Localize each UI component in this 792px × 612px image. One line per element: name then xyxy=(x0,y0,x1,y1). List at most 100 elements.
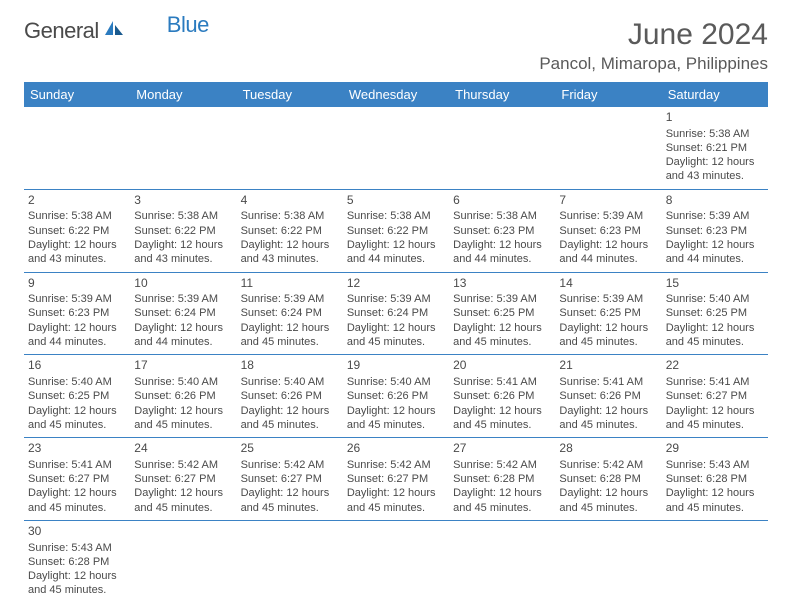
day-number: 22 xyxy=(666,358,764,374)
header: General Blue June 2024 Pancol, Mimaropa,… xyxy=(24,18,768,74)
daylight-line: Daylight: 12 hours and 44 minutes. xyxy=(28,321,126,350)
sunrise-line: Sunrise: 5:40 AM xyxy=(134,375,232,389)
day-number: 5 xyxy=(347,193,445,209)
daylight-line: Daylight: 12 hours and 45 minutes. xyxy=(134,486,232,515)
calendar-day: 1Sunrise: 5:38 AMSunset: 6:21 PMDaylight… xyxy=(662,107,768,189)
calendar-day: 10Sunrise: 5:39 AMSunset: 6:24 PMDayligh… xyxy=(130,272,236,355)
sunset-line: Sunset: 6:27 PM xyxy=(347,472,445,486)
sunrise-line: Sunrise: 5:38 AM xyxy=(347,209,445,223)
calendar-day: 19Sunrise: 5:40 AMSunset: 6:26 PMDayligh… xyxy=(343,355,449,438)
calendar-empty xyxy=(237,520,343,602)
sunset-line: Sunset: 6:27 PM xyxy=(241,472,339,486)
daylight-line: Daylight: 12 hours and 44 minutes. xyxy=(347,238,445,267)
sunset-line: Sunset: 6:27 PM xyxy=(134,472,232,486)
calendar-day: 12Sunrise: 5:39 AMSunset: 6:24 PMDayligh… xyxy=(343,272,449,355)
sunset-line: Sunset: 6:24 PM xyxy=(134,306,232,320)
calendar-day: 13Sunrise: 5:39 AMSunset: 6:25 PMDayligh… xyxy=(449,272,555,355)
day-number: 11 xyxy=(241,276,339,292)
calendar-empty xyxy=(130,107,236,189)
day-number: 23 xyxy=(28,441,126,457)
daylight-line: Daylight: 12 hours and 44 minutes. xyxy=(134,321,232,350)
calendar-day: 29Sunrise: 5:43 AMSunset: 6:28 PMDayligh… xyxy=(662,438,768,521)
calendar-day: 17Sunrise: 5:40 AMSunset: 6:26 PMDayligh… xyxy=(130,355,236,438)
day-number: 26 xyxy=(347,441,445,457)
daylight-line: Daylight: 12 hours and 45 minutes. xyxy=(241,321,339,350)
sunset-line: Sunset: 6:26 PM xyxy=(559,389,657,403)
day-number: 7 xyxy=(559,193,657,209)
sunrise-line: Sunrise: 5:42 AM xyxy=(134,458,232,472)
daylight-line: Daylight: 12 hours and 45 minutes. xyxy=(241,486,339,515)
sunrise-line: Sunrise: 5:42 AM xyxy=(347,458,445,472)
sunset-line: Sunset: 6:28 PM xyxy=(559,472,657,486)
daylight-line: Daylight: 12 hours and 45 minutes. xyxy=(347,404,445,433)
sunset-line: Sunset: 6:22 PM xyxy=(241,224,339,238)
daylight-line: Daylight: 12 hours and 45 minutes. xyxy=(28,486,126,515)
sunset-line: Sunset: 6:23 PM xyxy=(559,224,657,238)
calendar-table: SundayMondayTuesdayWednesdayThursdayFrid… xyxy=(24,82,768,603)
weekday-header: Thursday xyxy=(449,82,555,107)
calendar-week: 9Sunrise: 5:39 AMSunset: 6:23 PMDaylight… xyxy=(24,272,768,355)
sunrise-line: Sunrise: 5:42 AM xyxy=(453,458,551,472)
calendar-day: 4Sunrise: 5:38 AMSunset: 6:22 PMDaylight… xyxy=(237,189,343,272)
calendar-week: 23Sunrise: 5:41 AMSunset: 6:27 PMDayligh… xyxy=(24,438,768,521)
calendar-day: 24Sunrise: 5:42 AMSunset: 6:27 PMDayligh… xyxy=(130,438,236,521)
daylight-line: Daylight: 12 hours and 45 minutes. xyxy=(666,486,764,515)
calendar-day: 21Sunrise: 5:41 AMSunset: 6:26 PMDayligh… xyxy=(555,355,661,438)
daylight-line: Daylight: 12 hours and 45 minutes. xyxy=(134,404,232,433)
daylight-line: Daylight: 12 hours and 45 minutes. xyxy=(28,569,126,598)
sunset-line: Sunset: 6:22 PM xyxy=(134,224,232,238)
calendar-day: 23Sunrise: 5:41 AMSunset: 6:27 PMDayligh… xyxy=(24,438,130,521)
sunrise-line: Sunrise: 5:39 AM xyxy=(134,292,232,306)
month-title: June 2024 xyxy=(539,18,768,52)
calendar-empty xyxy=(343,107,449,189)
sunrise-line: Sunrise: 5:39 AM xyxy=(28,292,126,306)
daylight-line: Daylight: 12 hours and 43 minutes. xyxy=(28,238,126,267)
calendar-day: 16Sunrise: 5:40 AMSunset: 6:25 PMDayligh… xyxy=(24,355,130,438)
calendar-day: 15Sunrise: 5:40 AMSunset: 6:25 PMDayligh… xyxy=(662,272,768,355)
sunrise-line: Sunrise: 5:38 AM xyxy=(666,127,764,141)
day-number: 18 xyxy=(241,358,339,374)
weekday-header: Saturday xyxy=(662,82,768,107)
daylight-line: Daylight: 12 hours and 45 minutes. xyxy=(666,321,764,350)
calendar-day: 14Sunrise: 5:39 AMSunset: 6:25 PMDayligh… xyxy=(555,272,661,355)
daylight-line: Daylight: 12 hours and 43 minutes. xyxy=(666,155,764,184)
day-number: 29 xyxy=(666,441,764,457)
daylight-line: Daylight: 12 hours and 45 minutes. xyxy=(666,404,764,433)
sunset-line: Sunset: 6:24 PM xyxy=(347,306,445,320)
calendar-day: 25Sunrise: 5:42 AMSunset: 6:27 PMDayligh… xyxy=(237,438,343,521)
calendar-day: 5Sunrise: 5:38 AMSunset: 6:22 PMDaylight… xyxy=(343,189,449,272)
sunrise-line: Sunrise: 5:40 AM xyxy=(666,292,764,306)
calendar-week: 2Sunrise: 5:38 AMSunset: 6:22 PMDaylight… xyxy=(24,189,768,272)
sunset-line: Sunset: 6:25 PM xyxy=(666,306,764,320)
sunset-line: Sunset: 6:25 PM xyxy=(559,306,657,320)
day-number: 10 xyxy=(134,276,232,292)
calendar-empty xyxy=(130,520,236,602)
daylight-line: Daylight: 12 hours and 45 minutes. xyxy=(559,321,657,350)
calendar-header-row: SundayMondayTuesdayWednesdayThursdayFrid… xyxy=(24,82,768,107)
sunset-line: Sunset: 6:27 PM xyxy=(666,389,764,403)
location: Pancol, Mimaropa, Philippines xyxy=(539,54,768,74)
day-number: 20 xyxy=(453,358,551,374)
day-number: 4 xyxy=(241,193,339,209)
calendar-day: 9Sunrise: 5:39 AMSunset: 6:23 PMDaylight… xyxy=(24,272,130,355)
sunrise-line: Sunrise: 5:43 AM xyxy=(666,458,764,472)
sunrise-line: Sunrise: 5:39 AM xyxy=(559,209,657,223)
day-number: 1 xyxy=(666,110,764,126)
weekday-header: Sunday xyxy=(24,82,130,107)
day-number: 9 xyxy=(28,276,126,292)
day-number: 14 xyxy=(559,276,657,292)
logo-text-blue: Blue xyxy=(167,12,209,38)
daylight-line: Daylight: 12 hours and 44 minutes. xyxy=(666,238,764,267)
sunset-line: Sunset: 6:28 PM xyxy=(28,555,126,569)
calendar-day: 18Sunrise: 5:40 AMSunset: 6:26 PMDayligh… xyxy=(237,355,343,438)
daylight-line: Daylight: 12 hours and 45 minutes. xyxy=(453,404,551,433)
sunset-line: Sunset: 6:23 PM xyxy=(666,224,764,238)
sunrise-line: Sunrise: 5:39 AM xyxy=(559,292,657,306)
day-number: 13 xyxy=(453,276,551,292)
sunrise-line: Sunrise: 5:39 AM xyxy=(241,292,339,306)
weekday-header: Wednesday xyxy=(343,82,449,107)
calendar-day: 3Sunrise: 5:38 AMSunset: 6:22 PMDaylight… xyxy=(130,189,236,272)
daylight-line: Daylight: 12 hours and 44 minutes. xyxy=(453,238,551,267)
sunset-line: Sunset: 6:26 PM xyxy=(241,389,339,403)
calendar-empty xyxy=(237,107,343,189)
